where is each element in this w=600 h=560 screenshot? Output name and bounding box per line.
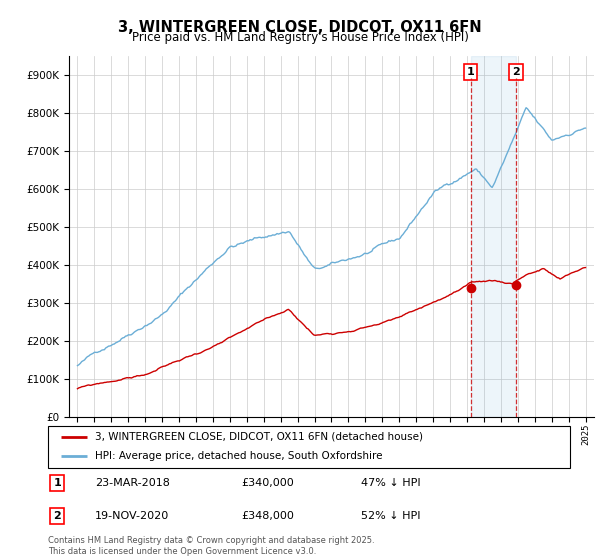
Bar xyxy=(471,56,516,417)
Text: 23-MAR-2018: 23-MAR-2018 xyxy=(95,478,170,488)
Text: 3, WINTERGREEN CLOSE, DIDCOT, OX11 6FN (detached house): 3, WINTERGREEN CLOSE, DIDCOT, OX11 6FN (… xyxy=(95,432,423,442)
Text: 1: 1 xyxy=(467,67,475,77)
Text: 47% ↓ HPI: 47% ↓ HPI xyxy=(361,478,421,488)
FancyBboxPatch shape xyxy=(48,426,570,468)
Text: 1: 1 xyxy=(53,478,61,488)
Text: 3, WINTERGREEN CLOSE, DIDCOT, OX11 6FN: 3, WINTERGREEN CLOSE, DIDCOT, OX11 6FN xyxy=(118,20,482,35)
Text: 19-NOV-2020: 19-NOV-2020 xyxy=(95,511,169,521)
Text: £348,000: £348,000 xyxy=(241,511,294,521)
Text: 52% ↓ HPI: 52% ↓ HPI xyxy=(361,511,421,521)
Text: £340,000: £340,000 xyxy=(241,478,294,488)
Text: HPI: Average price, detached house, South Oxfordshire: HPI: Average price, detached house, Sout… xyxy=(95,451,382,461)
Text: Contains HM Land Registry data © Crown copyright and database right 2025.
This d: Contains HM Land Registry data © Crown c… xyxy=(48,536,374,556)
Text: 2: 2 xyxy=(512,67,520,77)
Text: Price paid vs. HM Land Registry's House Price Index (HPI): Price paid vs. HM Land Registry's House … xyxy=(131,31,469,44)
Text: 2: 2 xyxy=(53,511,61,521)
